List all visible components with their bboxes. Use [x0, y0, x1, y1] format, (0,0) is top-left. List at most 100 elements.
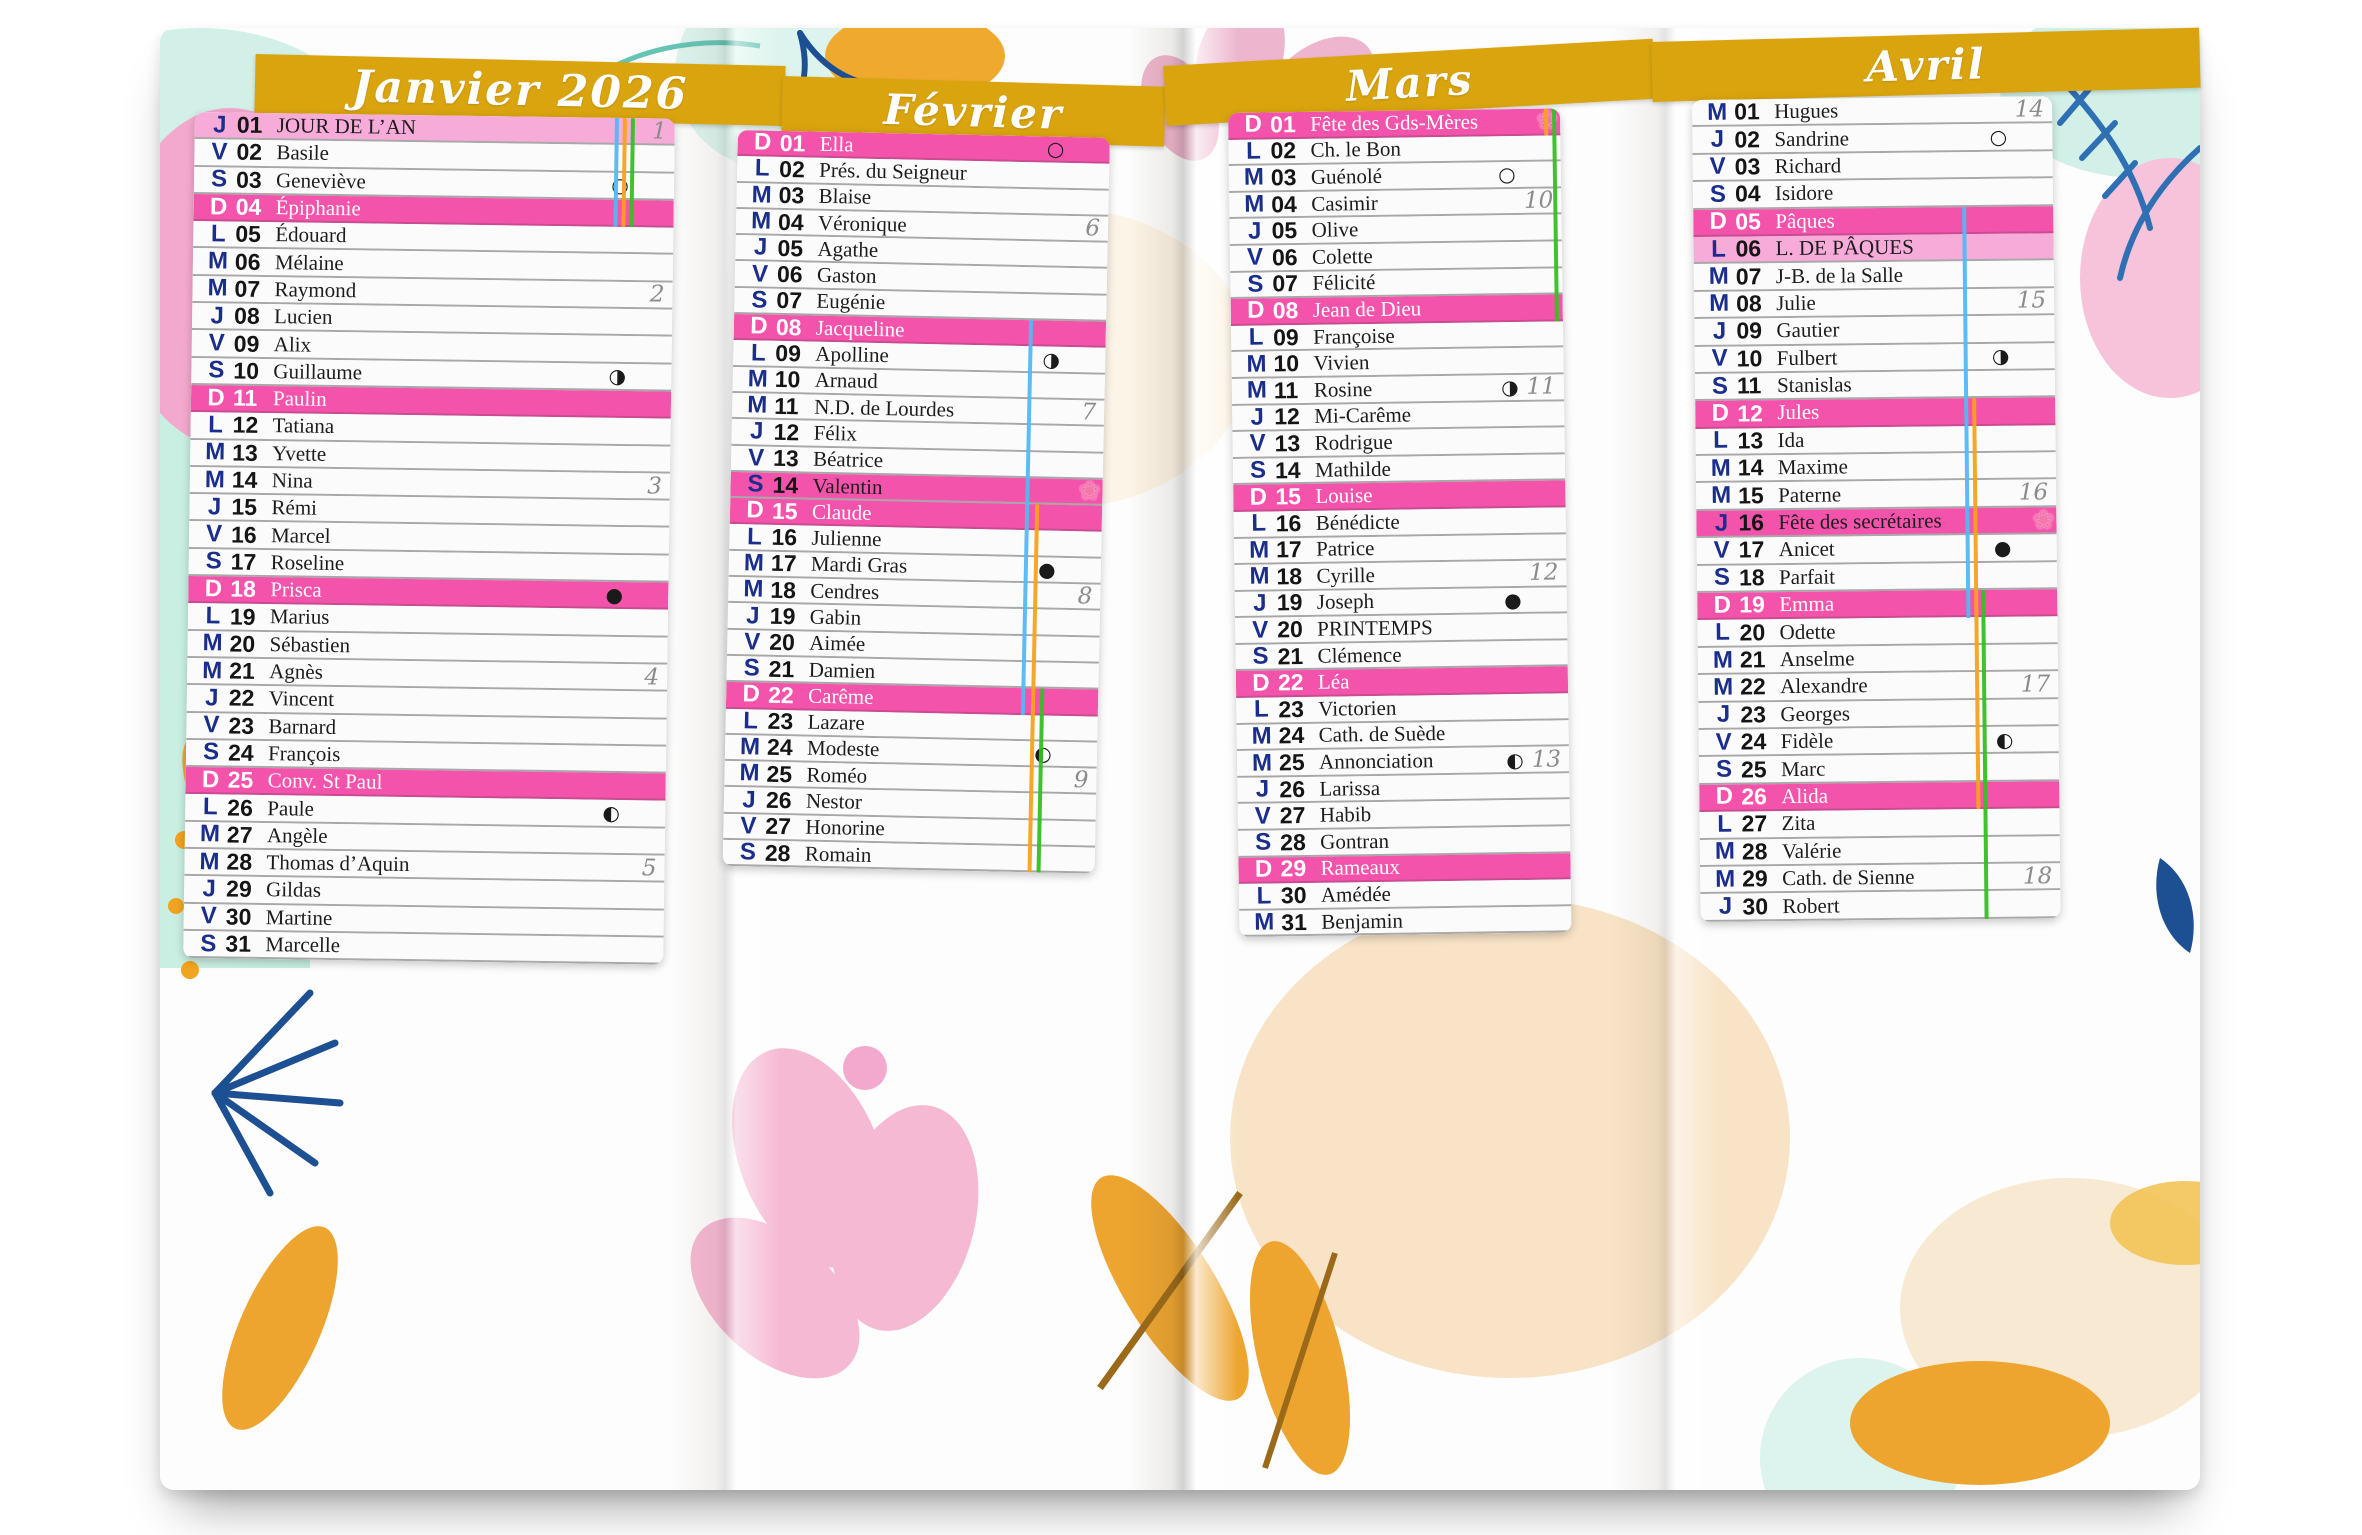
day-name: Mi-Carême — [1314, 402, 1412, 429]
day-number: 04 — [1271, 190, 1298, 217]
day-number: 04 — [1734, 180, 1761, 207]
day-number: 22 — [1277, 669, 1304, 696]
moon-phase-icon: ● — [1993, 535, 2012, 560]
day-letter: L — [1253, 695, 1269, 724]
moon-phase-icon: ◐ — [602, 800, 621, 826]
day-name: Prés. du Seigneur — [818, 157, 967, 185]
day-letter: L — [1713, 427, 1729, 455]
moon-phase-icon: ○ — [1989, 124, 2008, 149]
week-number: 1 — [651, 118, 667, 145]
day-number: 28 — [226, 848, 253, 876]
day-name: Conv. St Paul — [267, 768, 383, 794]
day-number: 02 — [1734, 125, 1761, 153]
day-number: 23 — [1278, 695, 1305, 723]
moon-spacer — [1040, 227, 1068, 228]
day-number: 12 — [773, 418, 800, 446]
day-letter: D — [1252, 669, 1270, 697]
moon-spacer — [1035, 490, 1063, 491]
day-number: 20 — [1277, 616, 1303, 643]
day-letter: J — [207, 493, 222, 521]
day-letter: M — [202, 629, 223, 657]
day-letter: L — [743, 706, 759, 735]
day-number: 20 — [229, 630, 256, 657]
moon-phase-icon: ◑ — [608, 364, 627, 389]
week-number: 5 — [641, 854, 657, 882]
day-name: L. DE PÂQUES — [1775, 234, 1914, 261]
moon-phase-icon: ◐ — [1995, 727, 2014, 752]
day-letter: M — [750, 207, 772, 235]
week-number — [1063, 465, 1097, 466]
day-name: Cath. de Sienne — [1782, 864, 1915, 891]
day-number: 07 — [1272, 270, 1299, 297]
day-number: 19 — [229, 603, 256, 630]
day-name: Françoise — [1312, 323, 1395, 349]
day-letter: J — [1712, 317, 1727, 345]
day-number: 13 — [772, 445, 799, 472]
week-number — [1067, 281, 1101, 282]
day-name: Marius — [269, 604, 330, 630]
day-name: Guillaume — [273, 358, 363, 385]
day-letter: M — [1714, 837, 1736, 866]
day-name: Claude — [811, 499, 872, 525]
day-row: D 05 Pâques — [1693, 205, 2054, 237]
day-name: Hugues — [1773, 98, 1839, 124]
day-number: 21 — [768, 655, 795, 682]
day-name: Jules — [1777, 400, 1820, 425]
day-number: 22 — [1740, 673, 1766, 700]
week-number — [1065, 359, 1099, 360]
day-letter: S — [1713, 563, 1731, 592]
day-name: Rémi — [271, 495, 318, 521]
day-name: Tatiana — [272, 413, 335, 439]
week-number — [1058, 701, 1092, 702]
day-name: Véronique — [817, 210, 907, 237]
day-name: PRINTEMPS — [1317, 615, 1433, 641]
day-name: Georges — [1780, 701, 1851, 726]
day-name: Guénolé — [1310, 163, 1383, 189]
day-letter: M — [1710, 454, 1731, 482]
day-name: Angèle — [266, 822, 328, 848]
day-letter: S — [747, 470, 764, 498]
day-name: Cendres — [810, 578, 880, 604]
day-row: M 22 Alexandre 17 — [1698, 671, 2059, 703]
day-name: Amédée — [1320, 881, 1392, 907]
day-letter: D — [746, 496, 764, 524]
day-name: Marc — [1780, 756, 1826, 781]
day-number: 18 — [1276, 562, 1303, 590]
day-letter: J — [745, 601, 760, 630]
day-row: M 29 Cath. de Sienne 18 — [1700, 863, 2061, 895]
day-letter: V — [211, 138, 228, 166]
day-number: 23 — [767, 707, 794, 735]
day-name: Roseline — [270, 549, 345, 576]
day-name: Béatrice — [812, 446, 884, 473]
day-name: Rosine — [1313, 376, 1373, 402]
day-name: Gaston — [816, 262, 877, 289]
day-number: 15 — [1738, 481, 1764, 509]
day-letter: M — [746, 391, 768, 419]
week-number: 14 — [2014, 96, 2045, 123]
week-number: 12 — [1528, 559, 1559, 587]
day-number: 24 — [1278, 722, 1305, 749]
day-letter: L — [1248, 323, 1264, 351]
day-letter: S — [743, 654, 761, 682]
day-letter: M — [743, 575, 764, 603]
day-letter: L — [1715, 618, 1731, 646]
day-name: Robert — [1782, 893, 1840, 918]
day-letter: M — [1708, 290, 1730, 318]
day-number: 03 — [235, 166, 262, 193]
day-letter: J — [1714, 509, 1729, 537]
day-letter: S — [739, 838, 757, 866]
day-name: Gabin — [809, 604, 862, 630]
day-letter: L — [1246, 137, 1262, 165]
day-letter: J — [753, 233, 768, 261]
day-number: 24 — [766, 734, 793, 761]
day-number: 08 — [233, 302, 260, 330]
week-number — [1055, 859, 1089, 860]
day-name: Joseph — [1316, 589, 1375, 615]
day-number: 17 — [1738, 536, 1765, 563]
moon-spacer — [1038, 306, 1066, 307]
day-number: 20 — [769, 629, 796, 656]
moon-spacer — [1039, 280, 1067, 281]
day-name: Patrice — [1315, 536, 1375, 562]
day-letter: J — [204, 684, 219, 712]
day-letter: J — [1716, 700, 1731, 729]
